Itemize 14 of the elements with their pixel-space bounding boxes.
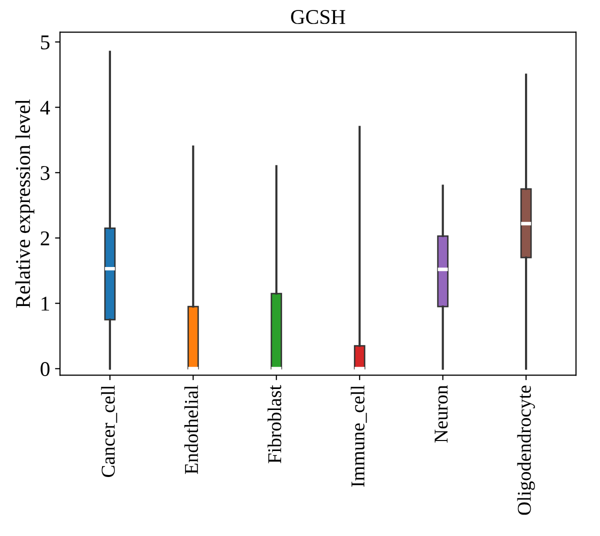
x-tick-label: Neuron bbox=[434, 385, 448, 443]
x-tick-label: Endothelial bbox=[184, 385, 198, 474]
y-tick-label: 5 bbox=[41, 36, 50, 50]
y-tick-label: 3 bbox=[40, 166, 50, 180]
chart-title: GCSH bbox=[291, 10, 346, 24]
x-tick-label: Fibroblast bbox=[268, 385, 282, 464]
y-tick-label: 0 bbox=[40, 362, 50, 376]
y-tick-label: 2 bbox=[40, 231, 50, 246]
y-axis-title: Relative expression level bbox=[15, 99, 34, 308]
y-tick-label: 4 bbox=[40, 100, 50, 115]
y-tick-label: 1 bbox=[42, 296, 50, 311]
x-tick-label: Oligodendrocyte bbox=[517, 386, 535, 515]
x-tick-label: Immune_cell bbox=[350, 385, 367, 487]
x-tick-label: Cancer_cell bbox=[101, 385, 118, 477]
